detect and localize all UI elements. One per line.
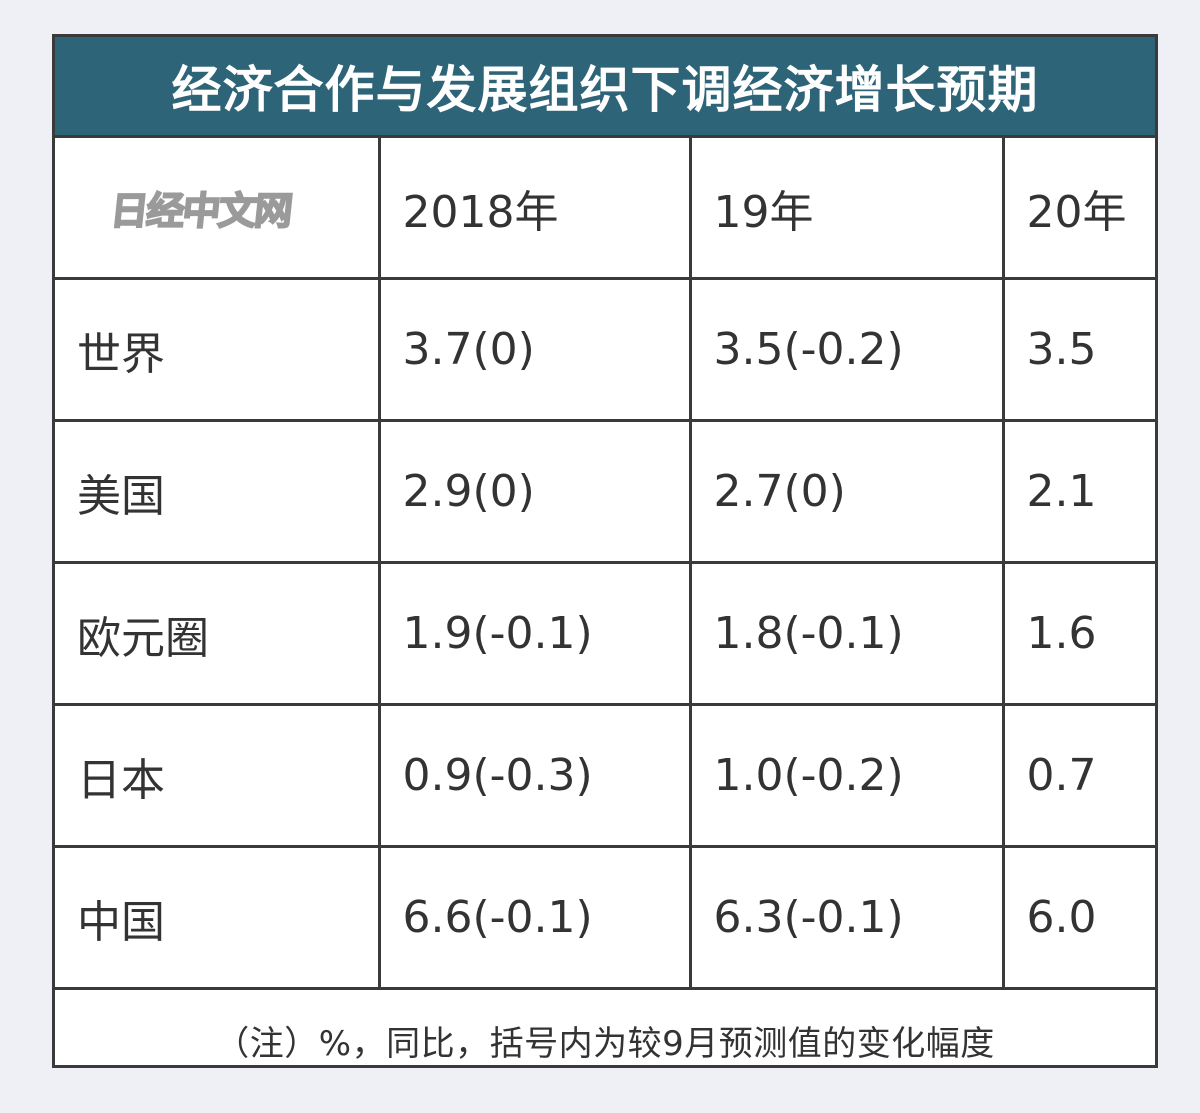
corner-cell: 日经中文网 — [55, 138, 381, 280]
table-cell: 0.9(-0.3) — [377, 703, 692, 848]
table-cell: 1.9(-0.1) — [377, 561, 692, 706]
table-title: 经济合作与发展组织下调经济增长预期 — [171, 61, 1039, 119]
table-row: 中国 6.6(-0.1) 6.3(-0.1) 6.0 — [55, 845, 1155, 990]
table-cell: 1.6 — [1001, 561, 1155, 706]
row-label: 日本 — [55, 703, 381, 848]
table-row: 世界 3.7(0) 3.5(-0.2) 3.5 — [55, 277, 1155, 422]
table-cell: 0.7 — [1001, 703, 1155, 848]
footnote: （注）%，同比，括号内为较9月预测值的变化幅度 — [215, 1023, 995, 1064]
row-label: 世界 — [55, 277, 381, 422]
header-row: 日经中文网 2018年 19年 20年 — [55, 138, 1155, 280]
table-row: 美国 2.9(0) 2.7(0) 2.1 — [55, 419, 1155, 564]
table-cell: 6.0 — [1001, 845, 1155, 990]
row-label: 中国 — [55, 845, 381, 990]
table-cell: 6.6(-0.1) — [377, 845, 692, 990]
table-row: 日本 0.9(-0.3) 1.0(-0.2) 0.7 — [55, 703, 1155, 848]
table-cell: 1.0(-0.2) — [688, 703, 1005, 848]
table-cell: 6.3(-0.1) — [688, 845, 1005, 990]
watermark-logo: 日经中文网 — [107, 188, 294, 234]
column-header: 20年 — [1001, 138, 1155, 280]
table-cell: 1.8(-0.1) — [688, 561, 1005, 706]
table-cell: 3.5 — [1001, 277, 1155, 422]
table-cell: 2.7(0) — [688, 419, 1005, 564]
table-row: 欧元圈 1.9(-0.1) 1.8(-0.1) 1.6 — [55, 561, 1155, 706]
column-header: 2018年 — [377, 138, 692, 280]
row-label: 美国 — [55, 419, 381, 564]
table-cell: 2.9(0) — [377, 419, 692, 564]
forecast-table-card: 经济合作与发展组织下调经济增长预期 日经中文网 2018年 19年 20年 世界… — [52, 34, 1158, 1068]
table-cell: 2.1 — [1001, 419, 1155, 564]
row-label: 欧元圈 — [55, 561, 381, 706]
column-header: 19年 — [688, 138, 1005, 280]
title-bar: 经济合作与发展组织下调经济增长预期 — [55, 37, 1155, 138]
table-cell: 3.7(0) — [377, 277, 692, 422]
forecast-table: 日经中文网 2018年 19年 20年 世界 3.7(0) 3.5(-0.2) … — [55, 138, 1155, 990]
table-cell: 3.5(-0.2) — [688, 277, 1005, 422]
